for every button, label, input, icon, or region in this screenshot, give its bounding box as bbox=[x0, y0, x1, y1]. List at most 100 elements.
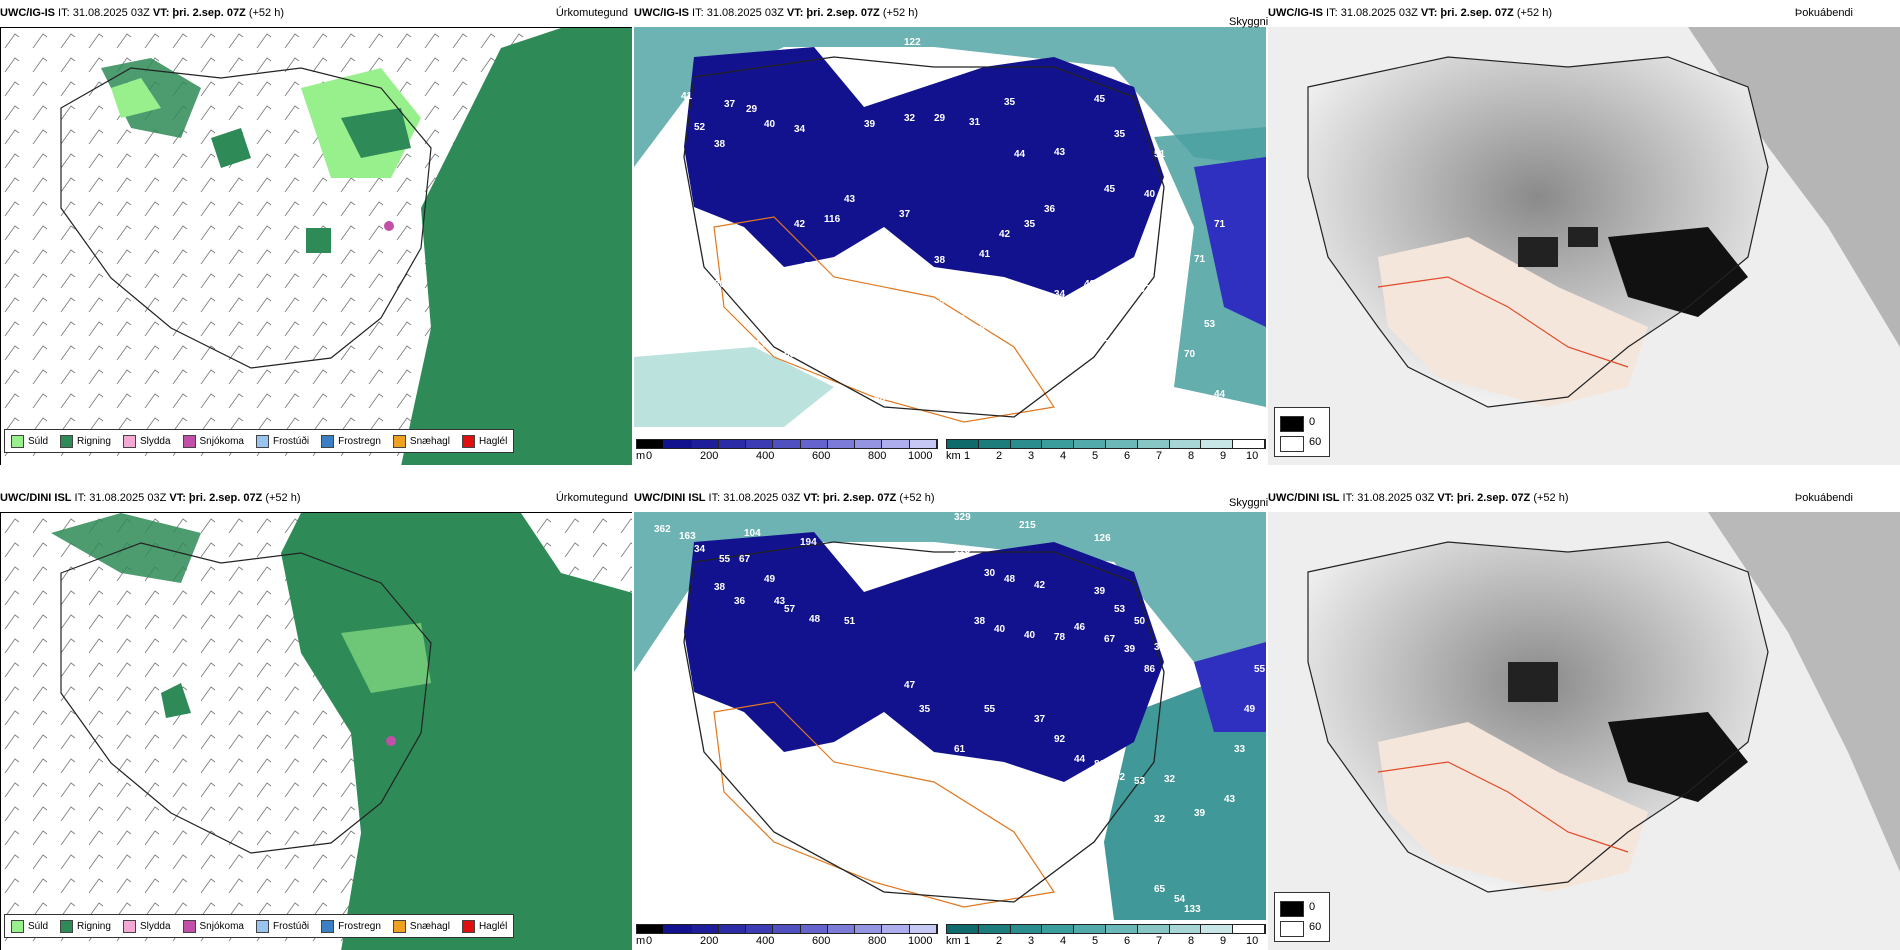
valid-time: þri. 2.sep. 07Z bbox=[803, 7, 880, 19]
precip-map[interactable] bbox=[0, 27, 632, 465]
legend-swatch bbox=[255, 919, 269, 933]
valid-label: VT: bbox=[786, 7, 804, 19]
cloudbase-map[interactable]: 122 41 37 29 52 38 40 34 39 32 29 31 35 45 35 43 44 51 40 4… bbox=[634, 27, 1266, 435]
cloudbase-value-label: 45 bbox=[894, 379, 906, 390]
cloudbase-value-label: 59 bbox=[1164, 672, 1176, 683]
valid-time: þri. 2.sep. 07Z bbox=[1453, 492, 1531, 504]
cloudbase-value-label: 215 bbox=[1019, 520, 1036, 531]
legend-item: Snæhagl bbox=[392, 919, 450, 933]
init-time: IT: 31.08.2025 03Z bbox=[1339, 492, 1438, 504]
cloudbase-map[interactable]: 329 215 362 163 104 194 273 113 126 34 55 67 49 30 48 4… bbox=[634, 512, 1266, 920]
colorbar-tick: 2 bbox=[996, 935, 1003, 947]
init-time: IT: 31.08.2025 03Z bbox=[71, 492, 170, 504]
cloudbase-value-label: 98 bbox=[974, 361, 986, 372]
visibility-colorbar: km 1 2 3 4 5 6 7 8 9 10 bbox=[946, 924, 1266, 950]
cloudbase-value-label: 147 bbox=[924, 279, 941, 290]
legend-swatch bbox=[122, 919, 136, 933]
precip-map[interactable] bbox=[0, 512, 632, 950]
cloudbase-value-label: 42 bbox=[1034, 580, 1046, 591]
cloudbase-panel-row2: UWC/DINI ISL IT: 31.08.2025 03Z VT: þri.… bbox=[634, 485, 1266, 950]
cloudbase-value-label: 51 bbox=[1154, 149, 1166, 160]
cloudbase-value-label: 38 bbox=[974, 324, 986, 335]
cloudbase-value-label: 104 bbox=[744, 528, 761, 539]
panel-title: Úrkomutegund bbox=[555, 492, 628, 504]
legend-item: Slydda bbox=[122, 919, 171, 933]
colorbar-tick: 7 bbox=[1156, 450, 1163, 462]
cloudbase-value-label: 77 bbox=[974, 824, 986, 835]
cloudbase-value-label: 55 bbox=[719, 554, 731, 565]
visibility-title-row1: Skyggni bbox=[1229, 16, 1269, 28]
cloudbase-value-label: 86 bbox=[1144, 664, 1156, 675]
colorbar-tick: 6 bbox=[1124, 450, 1131, 462]
cloudbase-value-label: 65 bbox=[1154, 884, 1166, 895]
cloudbase-value-label: 47 bbox=[904, 680, 916, 691]
legend-item: Snjókoma bbox=[182, 919, 244, 933]
model-name: UWC/DINI ISL bbox=[1268, 492, 1340, 504]
cloudbase-value-label: 102 bbox=[744, 274, 761, 285]
cloudbase-value-label: 37 bbox=[724, 99, 736, 110]
legend-item: Rigning bbox=[60, 919, 111, 933]
cloudbase-value-label: 59 bbox=[1064, 329, 1076, 340]
fog-legend: 0 60 bbox=[1274, 407, 1330, 457]
valid-label: VT: bbox=[1420, 7, 1438, 19]
valid-time: þri. 2.sep. 07Z bbox=[1437, 7, 1514, 19]
cloudbase-value-label: 49 bbox=[764, 574, 776, 585]
cloudbase-value-label: 67 bbox=[739, 554, 751, 565]
precip-type-panel-row2: UWC/DINI ISL IT: 31.08.2025 03Z VT: þri.… bbox=[0, 485, 632, 950]
cloudbase-value-label: 329 bbox=[954, 512, 971, 523]
cloudbase-value-label: 67 bbox=[1134, 264, 1146, 275]
snow-marker bbox=[386, 736, 396, 746]
snow-marker bbox=[384, 221, 394, 231]
colorbar-unit: m bbox=[636, 450, 646, 462]
colorbar-tick: 400 bbox=[756, 450, 775, 462]
legend-item: Súld bbox=[11, 434, 48, 448]
colorbar-tick: 400 bbox=[756, 935, 775, 947]
cloudbase-value-label: 35 bbox=[919, 704, 931, 715]
precip-legend: Súld Rigning Slydda Snjókoma Frostúði Fr… bbox=[4, 914, 515, 938]
legend-swatch bbox=[60, 919, 74, 933]
cloudbase-value-label: 42 bbox=[1084, 279, 1096, 290]
cloudbase-value-label: 50 bbox=[784, 349, 796, 360]
cloudbase-value-label: 38 bbox=[714, 582, 726, 593]
valid-label: VT: bbox=[1437, 492, 1454, 504]
cloudbase-value-label: 53 bbox=[1134, 776, 1146, 787]
legend-item: Snæhagl bbox=[392, 434, 450, 448]
legend-swatch bbox=[321, 434, 335, 448]
cloudbase-value-label: 32 bbox=[904, 113, 916, 124]
fog-map[interactable] bbox=[1268, 512, 1900, 950]
cloudbase-value-label: 76 bbox=[1104, 339, 1116, 350]
legend-swatch bbox=[122, 434, 136, 448]
cloudbase-value-label: 33 bbox=[1234, 744, 1246, 755]
cloudbase-value-label: 37 bbox=[899, 209, 911, 220]
init-time: IT: 31.08.2025 03Z bbox=[1323, 7, 1421, 19]
cloudbase-value-label: 40 bbox=[1024, 630, 1036, 641]
cloudbase-value-label: 273 bbox=[874, 547, 891, 558]
cloudbase-value-label: 45 bbox=[1104, 184, 1116, 195]
fog-map[interactable] bbox=[1268, 27, 1900, 465]
colorbar-tick: 800 bbox=[868, 450, 887, 462]
cloudbase-value-label: 133 bbox=[1184, 904, 1201, 915]
cloudbase-value-label: 42 bbox=[1054, 804, 1066, 815]
lead-time: (+52 h) bbox=[245, 7, 284, 19]
cloudbase-value-label: 43 bbox=[1054, 147, 1066, 158]
fog-legend: 0 60 bbox=[1274, 892, 1330, 942]
cloudbase-value-label: 37 bbox=[1034, 714, 1046, 725]
cloudbase-value-label: 45 bbox=[1094, 94, 1106, 105]
legend-swatch bbox=[60, 434, 74, 448]
panel-header: UWC/DINI ISL IT: 31.08.2025 03Z VT: þri.… bbox=[1268, 485, 1900, 512]
cloudbase-value-label: 34 bbox=[1054, 289, 1066, 300]
legend-item: Rigning bbox=[60, 434, 111, 448]
cloudbase-value-label: 47 bbox=[934, 299, 946, 310]
cloudbase-value-label: 43 bbox=[1224, 794, 1236, 805]
legend-swatch bbox=[182, 434, 196, 448]
colorbar-tick: 9 bbox=[1220, 935, 1227, 947]
colorbar-tick: 200 bbox=[700, 450, 719, 462]
fog-index-panel-row2: UWC/DINI ISL IT: 31.08.2025 03Z VT: þri.… bbox=[1268, 485, 1900, 950]
colorbar-tick: 1 bbox=[964, 935, 971, 947]
cloudbase-value-label: 55 bbox=[1254, 664, 1266, 675]
cloudbase-value-label: 45 bbox=[832, 259, 844, 270]
colorbar-tick: 200 bbox=[700, 935, 719, 947]
colorbar-tick: 0 bbox=[646, 450, 653, 462]
cloudbase-value-label: 39 bbox=[1094, 586, 1106, 597]
valid-time: þri. 2.sep. 07Z bbox=[819, 492, 897, 504]
